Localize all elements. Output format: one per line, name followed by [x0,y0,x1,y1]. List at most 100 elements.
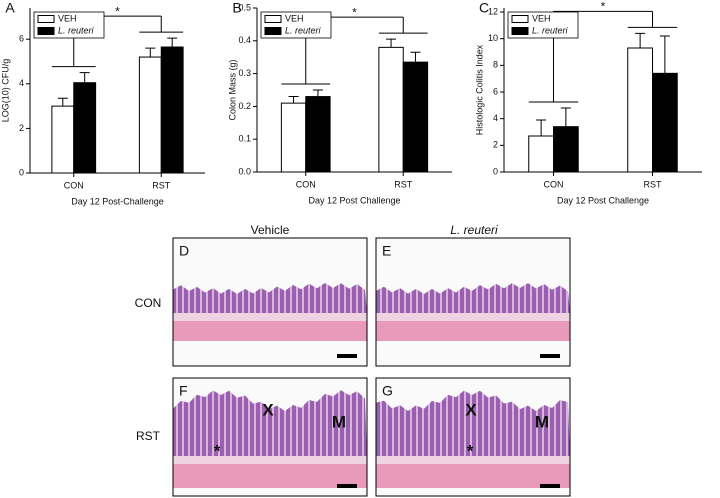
panel-label: C [479,0,489,16]
y-tick-label: 10 [488,33,498,43]
row-heading: RST [136,429,161,443]
legend-label: VEH [58,13,77,23]
legend-swatch [264,15,282,23]
legend-label: L. reuteri [532,25,569,35]
y-tick-label: 0.4 [238,35,251,45]
annotation: * [601,0,606,14]
submucosa [376,313,570,321]
legend-label: L. reuteri [58,25,95,35]
significance-bracket [627,11,678,28]
y-tick-label: 0.2 [238,101,251,111]
error-bar [145,47,156,58]
error-bar [659,35,670,74]
submucosa [173,456,367,464]
mucosa [173,283,367,313]
bar [528,135,554,173]
x-axis-title: Day 12 Post Challenge [308,195,400,205]
legend-label: VEH [285,13,304,23]
significance-bracket [378,17,428,34]
micrograph: D [172,237,368,367]
y-tick-label: 6 [493,86,498,96]
x-tick-label: CON [296,179,316,189]
x-axis-title: Day 12 Post-Challenge [71,196,164,206]
bar [553,126,579,173]
annotation: * [115,4,120,18]
scale-bar [337,484,357,488]
bar [305,96,331,173]
error-bar [312,89,323,97]
y-tick-label: 2 [493,140,498,150]
bar [652,72,678,173]
legend-swatch [264,27,282,35]
x-axis-title: Day 12 Post Challenge [557,195,649,205]
mucosa [376,390,570,456]
y-tick-label: 0.0 [238,166,251,176]
micrograph-frame [375,377,571,497]
bar [138,56,162,174]
tissue-marker: M [332,412,346,431]
error-bar [57,97,68,107]
y-tick-label: 0.5 [238,2,251,12]
bar [51,105,75,174]
annotation: * [352,5,357,19]
panel-label: G [382,383,393,399]
error-bar [386,38,397,48]
micrograph-frame [172,377,368,497]
y-tick-label: 0 [493,166,498,176]
legend-label: VEH [532,13,551,23]
y-tick-label: 4 [19,78,24,88]
error-bar [560,107,571,127]
tissue-marker: M [535,412,549,431]
error-bar [288,96,299,104]
scale-bar [540,354,560,358]
y-tick-label: 12 [488,6,498,16]
error-bar [79,72,90,83]
column-heading: Vehicle [251,223,290,237]
y-tick-label: 0.1 [238,134,251,144]
micrograph-frame [375,237,571,367]
bar [627,47,653,173]
legend-swatch [511,27,529,35]
y-tick-label: 0 [19,167,24,177]
y-tick-label: 2 [19,123,24,133]
submucosa [173,313,367,321]
panel-label: B [232,0,241,16]
tissue-marker: * [214,441,221,460]
muscularis [173,321,367,341]
panel-label: E [382,243,391,259]
legend-swatch [511,15,529,23]
error-bar [167,37,178,48]
x-tick-label: RST [394,179,413,189]
micrograph: E [375,237,571,367]
legend-swatch [37,27,55,35]
x-tick-label: RST [152,180,171,190]
muscularis [173,464,367,488]
submucosa [376,456,570,464]
x-tick-label: RST [644,179,663,189]
error-bar [410,51,421,63]
legend-swatch [37,15,55,23]
tissue-marker: * [467,441,474,460]
x-tick-label: CON [64,180,84,190]
y-axis-title: Histologic Colitis Index [474,44,484,135]
bar [402,61,429,173]
micrograph-frame [172,237,368,367]
panel-label: F [179,383,188,399]
error-bar [536,119,547,136]
muscularis [376,464,570,488]
scale-bar [337,354,357,358]
column-heading: L. reuteri [450,223,498,237]
y-axis-title: LOG(10) CFU/g [0,59,10,123]
panel-label: D [179,243,189,259]
y-tick-label: 6 [19,34,24,44]
muscularis [376,321,570,341]
micrograph: F X M * [172,377,368,497]
bar [160,46,184,174]
y-tick-label: 8 [493,60,498,70]
mucosa [173,390,367,456]
scale-bar [540,484,560,488]
y-tick-label: 4 [493,113,498,123]
row-heading: CON [135,296,162,310]
